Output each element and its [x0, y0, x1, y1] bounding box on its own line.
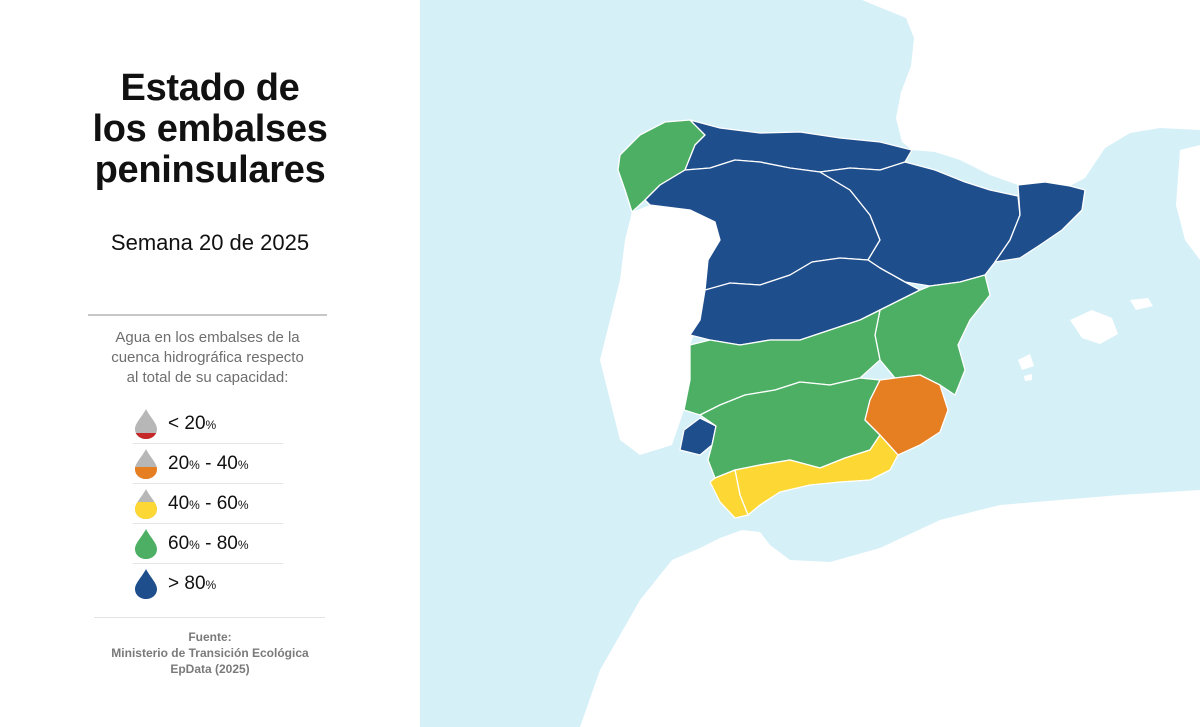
island-menorca — [1130, 298, 1153, 310]
drop-mid-low-icon — [135, 448, 157, 479]
divider — [88, 314, 327, 316]
drop-low-icon — [135, 408, 157, 439]
basin-guadalete-barbate — [709, 469, 749, 519]
legend-description: Agua en los embalses de la cuenca hidrog… — [88, 328, 327, 388]
legend-item-40-60: 40% - 60% — [133, 484, 283, 524]
legend-label: 60% - 80% — [168, 532, 249, 554]
description-line-3: al total de su capacidad: — [126, 369, 289, 386]
portugal-land — [600, 205, 720, 455]
island-formentera — [1024, 374, 1032, 381]
island-ibiza — [1018, 354, 1034, 370]
subtitle: Semana 20 de 2025 — [110, 230, 310, 255]
france-land — [862, 0, 1200, 186]
legend-item-20-40: 20% - 40% — [133, 444, 283, 484]
legend-item-lt20: < 20% — [133, 404, 283, 444]
description-line-1: Agua en los embalses de la — [115, 329, 300, 346]
title-line-1: Estado de — [120, 67, 300, 109]
page-title: Estado de los embalses peninsulares — [0, 68, 420, 191]
reservoir-map — [420, 0, 1200, 727]
source-line-2: EpData (2025) — [170, 662, 250, 676]
description-line-2: cuenca hidrográfica respecto — [111, 349, 304, 366]
title-line-2: los embalses — [92, 108, 328, 150]
title-line-3: peninsulares — [94, 149, 326, 191]
drop-mid-icon — [135, 488, 157, 519]
drop-full-icon — [135, 568, 157, 599]
africa-land — [580, 490, 1200, 727]
basin-mediterranean-andalusia — [734, 434, 899, 516]
source-label: Fuente: — [188, 630, 232, 644]
drop-high-icon — [135, 528, 157, 559]
basin-catalonia — [994, 181, 1086, 263]
legend-label: < 20% — [168, 412, 217, 434]
legend-label: 20% - 40% — [168, 452, 249, 474]
spain-basins — [617, 119, 1086, 519]
legend-item-gt80: > 80% — [133, 564, 283, 603]
legend-item-60-80: 60% - 80% — [133, 524, 283, 564]
source-note: Fuente: Ministerio de Transición Ecológi… — [0, 629, 420, 677]
basin-segura — [864, 374, 949, 456]
legend: < 20% 20% - 40% 40% - 60% — [133, 404, 283, 603]
legend-label: > 80% — [168, 572, 217, 594]
island-corsica — [1176, 145, 1200, 260]
divider — [94, 617, 325, 618]
source-line-1: Ministerio de Transición Ecológica — [111, 646, 309, 660]
island-mallorca — [1070, 310, 1118, 344]
info-panel: Estado de los embalses peninsulares Sema… — [0, 0, 420, 727]
legend-label: 40% - 60% — [168, 492, 249, 514]
